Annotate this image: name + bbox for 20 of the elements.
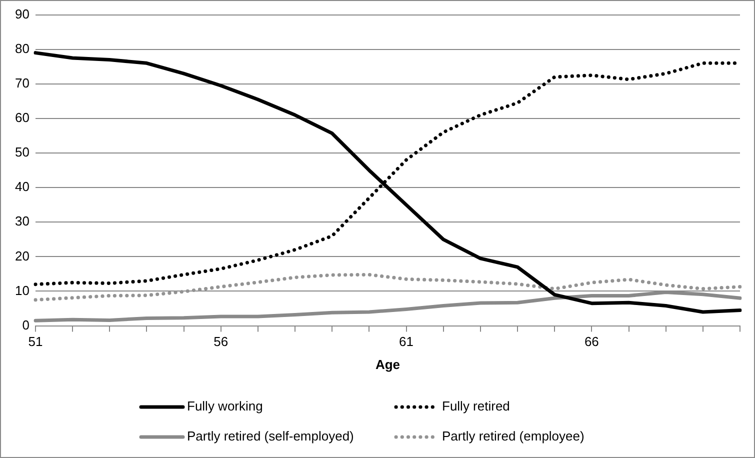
x-tick-label: 66: [584, 334, 599, 350]
x-tick-label: 61: [399, 334, 414, 350]
line-series: [34, 272, 742, 302]
legend-label: Fully working: [187, 398, 263, 414]
y-tick-label: 40: [14, 179, 30, 194]
legend-label: Partly retired (self-employed): [187, 428, 354, 444]
y-tick-label: 70: [14, 75, 30, 90]
y-tick-label: 80: [14, 40, 30, 56]
y-tick-label: 20: [14, 248, 30, 264]
legend-label: Partly retired (employee): [442, 428, 584, 444]
x-tick-label: 56: [214, 334, 228, 350]
y-tick-label: 0: [22, 317, 30, 332]
x-axis-title: Age: [375, 356, 400, 372]
x-tick-label: 51: [28, 334, 43, 350]
y-tick-label: 60: [14, 110, 30, 126]
y-tick-label: 30: [14, 214, 30, 229]
y-tick-label: 50: [14, 144, 30, 160]
y-tick-label: 90: [14, 6, 30, 22]
legend-label: Fully retired: [442, 398, 510, 414]
y-tick-label: 10: [14, 282, 30, 298]
